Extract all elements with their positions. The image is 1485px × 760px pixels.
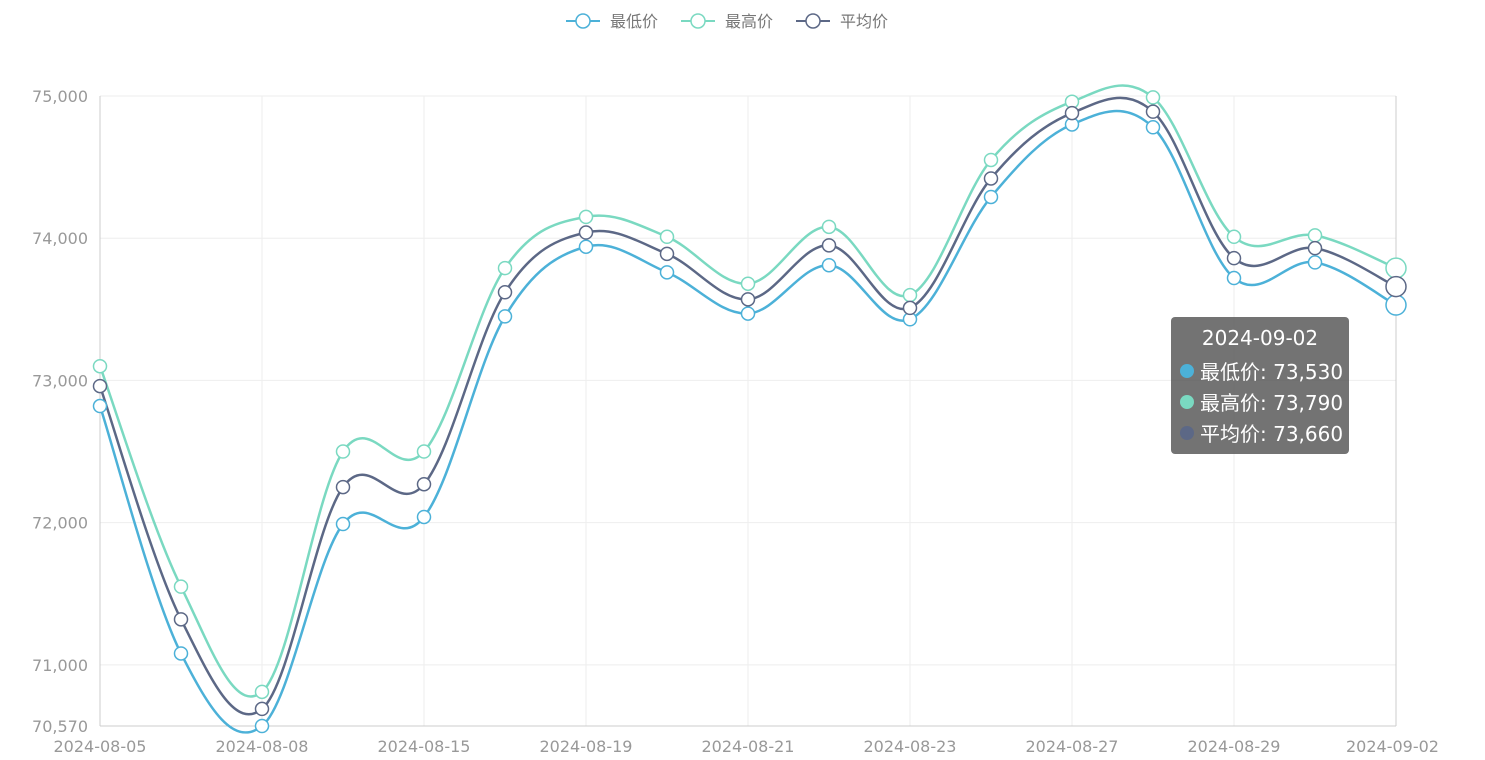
legend-label-low: 最低价 (610, 12, 658, 31)
data-point-low (983, 189, 999, 205)
series-line-low (98, 109, 1397, 734)
x-tick-label: 2024-08-05 (54, 737, 147, 756)
series-line-avg (98, 96, 1397, 716)
data-point-high (254, 684, 270, 700)
data-point-low (335, 516, 351, 532)
data-point-high (497, 260, 513, 276)
data-point-low (1145, 120, 1161, 135)
data-point-low (416, 509, 432, 525)
data-point-high (1385, 257, 1407, 279)
data-point-low (497, 309, 513, 324)
y-tick-label: 70,570 (32, 717, 88, 736)
data-point-avg (335, 479, 351, 495)
data-point-high (983, 152, 999, 168)
data-point-high (1307, 228, 1323, 243)
data-point-low (173, 646, 189, 661)
data-point-avg (1385, 275, 1407, 298)
data-point-avg (254, 701, 270, 717)
data-point-avg (1064, 105, 1080, 121)
tooltip: 2024-09-02 最低价: 73,530 最高价: 73,790 平均价: … (1171, 317, 1349, 454)
data-point-avg (578, 225, 594, 240)
data-point-high (173, 579, 189, 594)
legend-icon-avg (805, 13, 821, 29)
data-point-low (1307, 255, 1323, 270)
y-tick-label: 72,000 (32, 514, 88, 533)
data-point-high (821, 219, 837, 235)
y-tick-label: 74,000 (32, 229, 88, 248)
x-tick-label: 2024-08-27 (1026, 737, 1119, 756)
data-point-high (335, 444, 351, 459)
data-point-low (254, 718, 270, 734)
tooltip-label-avg: 平均价: 73,660 (1200, 422, 1344, 446)
data-point-low (92, 398, 108, 414)
data-point-avg (173, 612, 189, 627)
data-point-high (1145, 90, 1161, 105)
y-tick-label: 75,000 (32, 87, 88, 106)
x-tick-label: 2024-09-02 (1346, 737, 1439, 756)
data-point-low (578, 239, 594, 254)
tooltip-title: 2024-09-02 (1201, 326, 1319, 350)
x-tick-label: 2024-08-19 (540, 737, 633, 756)
x-tick-label: 2024-08-21 (702, 737, 795, 756)
data-point-high (1226, 229, 1242, 245)
tooltip-label-high: 最高价: 73,790 (1200, 391, 1344, 415)
data-point-avg (497, 285, 513, 300)
data-point-high (740, 276, 756, 291)
data-point-avg (659, 246, 675, 262)
data-point-high (902, 287, 918, 303)
data-point-avg (983, 171, 999, 186)
tooltip-row-avg: 平均价: 73,660 (1180, 417, 1349, 448)
tooltip-row-low: 最低价: 73,530 (1180, 355, 1349, 386)
x-tick-label: 2024-08-15 (378, 737, 471, 756)
data-point-high (659, 229, 675, 245)
x-tick-label: 2024-08-23 (864, 737, 957, 756)
data-point-low (1226, 270, 1242, 286)
x-tick-label: 2024-08-29 (1188, 737, 1281, 756)
data-point-high (92, 358, 108, 374)
legend-icon-low (575, 13, 591, 29)
data-point-low (821, 257, 837, 273)
x-tick-label: 2024-08-08 (216, 737, 309, 756)
data-point-avg (821, 238, 837, 253)
legend-label-avg: 平均价 (840, 12, 888, 31)
tooltip-row-high: 最高价: 73,790 (1180, 386, 1349, 417)
tooltip-dot-avg (1180, 425, 1194, 440)
tooltip-label-low: 最低价: 73,530 (1200, 360, 1344, 384)
data-point-avg (1226, 250, 1242, 266)
data-point-avg (1307, 240, 1323, 256)
legend-icon-high (690, 13, 706, 29)
tooltip-dot-low (1180, 363, 1194, 378)
data-point-avg (416, 476, 432, 492)
data-point-avg (1145, 104, 1161, 119)
data-point-low (1385, 294, 1407, 316)
data-point-high (578, 209, 594, 225)
legend-label-high: 最高价 (725, 12, 773, 31)
y-tick-label: 71,000 (32, 656, 88, 675)
data-point-avg (92, 378, 108, 394)
y-tick-label: 73,000 (32, 371, 88, 390)
data-point-avg (902, 300, 918, 316)
data-point-low (659, 265, 675, 280)
tooltip-dot-high (1180, 394, 1194, 409)
data-point-low (740, 306, 756, 321)
data-point-avg (740, 292, 756, 307)
data-point-high (416, 444, 432, 459)
